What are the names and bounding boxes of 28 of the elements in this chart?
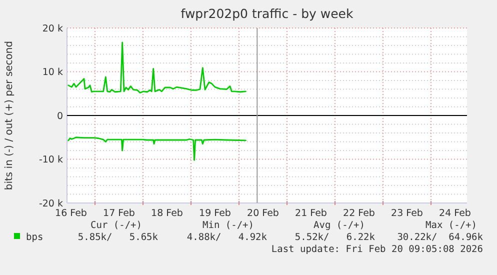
text: 5.85k/ 5.65k: [78, 232, 158, 243]
x-tick-label: 22 Feb: [343, 208, 375, 219]
x-tick-label: 18 Feb: [151, 208, 183, 219]
text: Last update: Fri Feb 20 09:05:08 2026: [271, 244, 484, 255]
y-axis-title: bits in (-) / out (+) per second: [4, 40, 15, 190]
text: Min (-/+): [202, 220, 254, 231]
x-tick-label: 20 Feb: [247, 208, 279, 219]
x-tick-label: 17 Feb: [103, 208, 135, 219]
x-tick-label: 21 Feb: [295, 208, 327, 219]
x-tick-label: 24 Feb: [439, 208, 471, 219]
line-series: [68, 42, 246, 94]
legend-label: bps: [26, 232, 44, 243]
text: Avg (-/+): [314, 220, 365, 231]
chart-title: fwpr202p0 traffic - by week: [180, 6, 354, 21]
text: 4.88k/ 4.92k: [186, 232, 268, 243]
y-tick-label: 10 k: [42, 67, 64, 78]
x-tick-label: 16 Feb: [55, 208, 87, 219]
line-series: [68, 136, 246, 161]
x-tick-label: 19 Feb: [199, 208, 231, 219]
text: Cur (-/+): [90, 220, 142, 231]
y-tick-label: 0: [56, 110, 63, 122]
y-tick-label: -10 k: [38, 154, 64, 166]
y-tick-label: -20 k: [38, 198, 64, 210]
text: 30.22k/ 64.96k: [397, 232, 484, 243]
y-tick-label: 20 k: [42, 23, 64, 34]
x-tick-label: 23 Feb: [391, 208, 423, 219]
text: Max (-/+): [426, 220, 477, 231]
text: 5.52k/ 6.22k: [294, 232, 376, 243]
